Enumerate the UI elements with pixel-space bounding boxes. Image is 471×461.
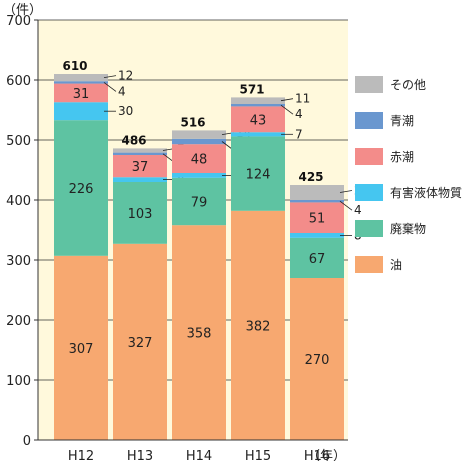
bar-segment-H13-0 [113,243,167,440]
bar-segment-H14-2 [172,173,226,178]
segment-value-label: 4 [118,84,126,98]
x-tick-label: H15 [245,449,271,461]
x-tick-label: H12 [68,449,94,461]
segment-value-label: 43 [250,113,267,128]
segment-value-label: 4 [295,107,303,121]
bars: 3072263031412610327103837474863587984891… [54,59,369,440]
bar-segment-H13-1 [113,182,167,244]
leader-line [339,190,353,193]
legend-label: 青潮 [390,113,414,128]
y-tick-label: 500 [6,134,31,149]
bar-segment-H12-5 [54,74,108,82]
leader-line [280,104,294,115]
bar-segment-H14-0 [172,225,226,440]
y-tick-label: 300 [6,254,31,269]
legend-swatch [355,220,383,237]
bar-segment-H12-3 [54,83,108,103]
segment-value-label: 12 [118,69,133,83]
segment-value-label: 37 [132,160,149,175]
segment-value-label: 4 [354,203,362,217]
bar-segment-H13-4 [113,152,167,155]
y-tick-label: 600 [6,74,31,89]
segment-value-label: 358 [187,327,212,342]
legend-label: 赤潮 [390,149,414,164]
segment-value-label: 327 [128,336,153,351]
bar-segment-H12-4 [54,81,108,84]
bar-segment-H13-3 [113,155,167,178]
segment-value-label: 382 [246,319,271,334]
legend-swatch [355,112,383,129]
segment-value-label: 67 [309,252,326,267]
segment-value-label: 51 [309,212,326,227]
bar-segment-H15-5 [231,97,285,104]
segment-value-label: 124 [246,168,271,183]
bar-segment-H16-1 [290,237,344,278]
x-tick-label: H14 [186,449,212,461]
x-tick-label: H13 [127,449,153,461]
segment-value-label: 270 [305,353,330,368]
leader-line [339,200,353,211]
axes: 0 100 200 300 400 500 600 700 [6,14,348,449]
y-tick-label: 400 [6,194,31,209]
leader-line [280,98,294,102]
bar-segment-H13-2 [113,177,167,182]
y-unit-label: （件） [3,3,42,18]
x-tick-label: H16 [304,449,330,461]
legend-label: その他 [390,78,426,92]
segment-value-label: 103 [128,207,153,222]
segment-value-label: 226 [69,182,94,197]
leader-line [103,75,117,78]
bar-segment-H15-3 [231,106,285,133]
legend-swatch [355,148,383,165]
bar-segment-H15-1 [231,136,285,211]
y-tick-label: 700 [6,14,31,29]
bar-total-label: 610 [62,59,87,73]
segment-value-label: 30 [118,104,133,118]
bar-segment-H16-3 [290,202,344,233]
bar-segment-H13-5 [113,148,167,153]
legend-label: 油 [390,258,402,272]
segment-value-label: 11 [295,92,310,106]
bar-segment-H12-0 [54,255,108,440]
bar-total-label: 425 [298,170,323,184]
bar-total-label: 516 [180,115,205,129]
y-tick-label: 100 [6,374,31,389]
bar-segment-H15-0 [231,210,285,440]
bar-segment-H16-2 [290,233,344,238]
segment-value-label: 79 [191,196,208,211]
y-tick-label: 200 [6,314,31,329]
legend-swatch [355,76,383,93]
legend-swatch [355,256,383,273]
y-tick-label: 0 [23,434,31,449]
bar-segment-H14-4 [172,138,226,145]
segment-value-label: 48 [191,153,208,168]
bar-segment-H12-1 [54,120,108,256]
bar-segment-H16-0 [290,278,344,440]
bar-segment-H16-5 [290,185,344,200]
legend-label: 有害液体物質 [390,185,462,200]
x-tick-labels: H12 H13 H14 H15 H16（年） [68,449,346,461]
bar-segment-H12-2 [54,102,108,121]
legend-swatch [355,184,383,201]
bar-segment-H14-1 [172,177,226,226]
bar-segment-H14-3 [172,144,226,173]
bar-total-label: 571 [239,82,264,96]
segment-value-label: 31 [73,87,90,102]
segment-value-label: 7 [295,127,303,141]
bar-segment-H15-4 [231,104,285,107]
legend-label: 廃棄物 [390,221,426,236]
segment-value-label: 307 [69,342,94,357]
x-unit-label: （年） [307,449,346,461]
bar-segment-H15-2 [231,132,285,137]
leader-line [103,82,117,92]
bar-segment-H14-5 [172,130,226,139]
bar-segment-H16-4 [290,200,344,203]
bar-total-label: 486 [121,133,146,147]
